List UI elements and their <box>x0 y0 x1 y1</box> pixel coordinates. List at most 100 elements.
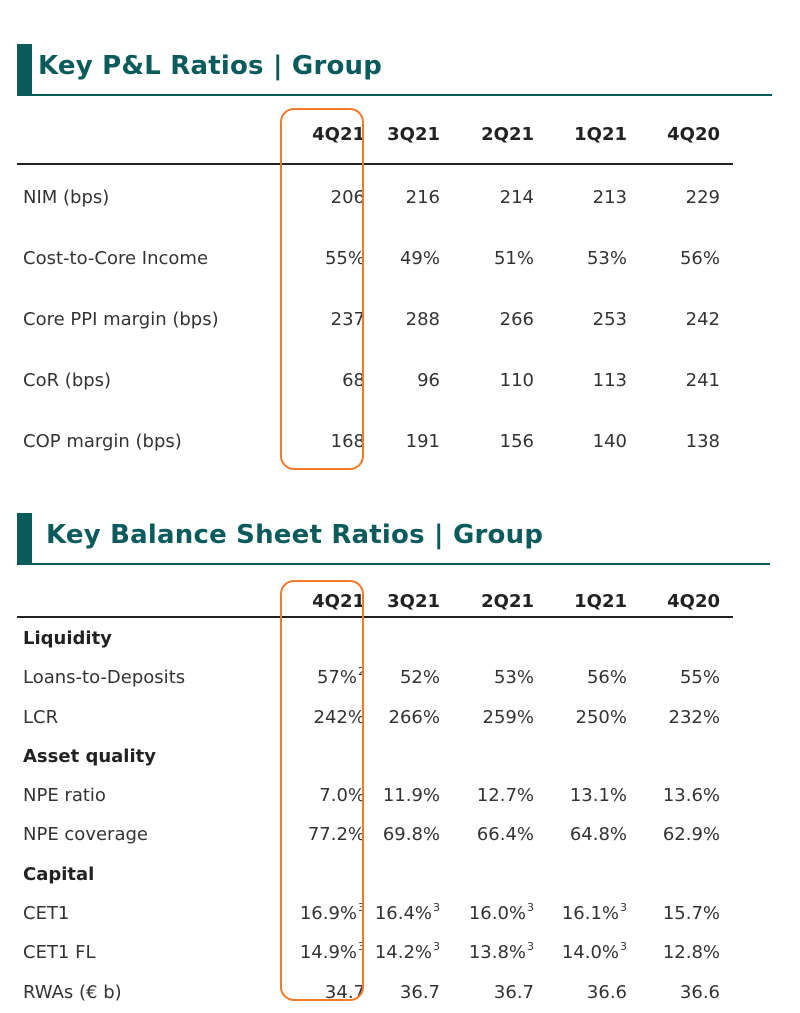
cell-value: 16.1%3 <box>561 901 627 925</box>
footnote-marker: 2 <box>358 665 365 679</box>
section-accent-bar <box>17 513 32 565</box>
row-label: NPE ratio <box>23 785 106 807</box>
cell-value: 138 <box>685 431 720 452</box>
table-row: Core PPI margin (bps) 237 288 266 253 24… <box>17 287 733 348</box>
table-header-row: 4Q21 3Q21 2Q21 1Q21 4Q20 <box>17 112 733 165</box>
row-label: COP margin (bps) <box>23 431 182 452</box>
cell-number: 14.9% <box>299 942 357 964</box>
cell-value: 140 <box>592 431 627 452</box>
cell-number: 11.9% <box>382 785 440 807</box>
cell-number: 13.6% <box>662 785 720 807</box>
row-label: NIM (bps) <box>23 187 110 208</box>
row-label: Cost-to-Core Income <box>23 248 209 269</box>
column-header-4q21: 4Q21 <box>312 591 365 612</box>
footnote-marker: 3 <box>433 901 440 915</box>
table-row: RWAs (€ b) 34.7 36.7 36.7 36.6 36.6 <box>17 972 733 1011</box>
cell-value: 49% <box>399 248 440 269</box>
table-row: CET1 16.9%3 16.4%3 16.0%3 16.1%3 15.7% <box>17 893 733 932</box>
cell-number: 7.0% <box>319 785 365 807</box>
current-quarter-highlight <box>280 108 364 470</box>
table-header-row: 4Q21 3Q21 2Q21 1Q21 4Q20 <box>17 580 733 618</box>
column-header-2q21: 2Q21 <box>481 124 534 145</box>
cell-value: 11.9% <box>383 785 440 806</box>
current-quarter-highlight <box>280 580 364 1001</box>
cell-value: 241 <box>685 370 720 391</box>
footnote-marker: 3 <box>527 940 534 954</box>
table-row: Loans-to-Deposits 57%2 52% 53% 56% 55% <box>17 657 733 696</box>
cell-value: 13.8%3 <box>468 940 534 964</box>
cell-number: 259% <box>482 706 534 728</box>
cell-number: 16.0% <box>468 903 526 925</box>
cell-number: 53% <box>493 667 534 689</box>
section-underline <box>32 563 770 565</box>
cell-value: 13.6% <box>663 785 720 806</box>
cell-number: 66.4% <box>476 824 534 846</box>
cell-value: 96 <box>417 370 440 391</box>
table-row: CET1 FL 14.9%3 14.2%3 13.8%3 14.0%3 12.8% <box>17 932 733 971</box>
column-header-4q21: 4Q21 <box>312 124 365 145</box>
section-accent-bar <box>17 44 32 96</box>
cell-number: 36.6 <box>586 981 627 1003</box>
cell-value: 216 <box>405 187 440 208</box>
cell-number: 77.2% <box>307 824 365 846</box>
cell-value: 214 <box>499 187 534 208</box>
cell-value: 253 <box>592 309 627 330</box>
cell-number: 16.1% <box>561 903 619 925</box>
row-label: CET1 FL <box>23 942 96 964</box>
column-header-3q21: 3Q21 <box>387 591 440 612</box>
cell-number: 55% <box>679 667 720 689</box>
footnote-marker: 3 <box>433 940 440 954</box>
cell-value: 56% <box>587 667 627 688</box>
cell-value: 242% <box>314 707 365 728</box>
column-header-4q20: 4Q20 <box>667 124 720 145</box>
table-row: Cost-to-Core Income 55% 49% 51% 53% 56% <box>17 226 733 287</box>
cell-number: 12.7% <box>476 785 534 807</box>
cell-value: 156 <box>499 431 534 452</box>
cell-value: 55% <box>680 667 720 688</box>
cell-number: 52% <box>399 667 440 689</box>
cell-value: 14.0%3 <box>562 940 627 963</box>
table-row: NIM (bps) 206 216 214 213 229 <box>17 165 733 226</box>
cell-value: 14.9%3 <box>299 940 365 964</box>
cell-value: 69.8% <box>383 824 440 845</box>
cell-number: 16.4% <box>374 903 432 925</box>
cell-value: 14.2%3 <box>374 940 440 964</box>
row-label: LCR <box>23 706 59 728</box>
cell-number: 16.9% <box>299 903 357 925</box>
cell-value: 36.7 <box>400 982 440 1003</box>
header-divider <box>17 616 733 618</box>
column-header-1q21: 1Q21 <box>574 591 627 612</box>
cell-number: 57% <box>316 667 357 689</box>
column-header-3q21: 3Q21 <box>387 124 440 145</box>
header-divider <box>17 163 733 165</box>
cell-value: 7.0% <box>319 785 365 806</box>
cell-value: 55% <box>324 248 365 269</box>
cell-number: 266% <box>388 706 440 728</box>
cell-value: 16.0%3 <box>468 901 534 925</box>
cell-value: 288 <box>405 309 440 330</box>
pl-ratios-table: 4Q21 3Q21 2Q21 1Q21 4Q20 NIM (bps) 206 2… <box>17 112 733 470</box>
cell-value: 36.7 <box>494 982 534 1003</box>
row-label: CoR (bps) <box>23 370 112 391</box>
group-row-asset-quality: Asset quality <box>17 736 733 775</box>
cell-value: 250% <box>576 707 627 728</box>
cell-value: 229 <box>685 187 720 208</box>
row-label: RWAs (€ b) <box>23 981 122 1003</box>
cell-number: 62.9% <box>662 824 720 846</box>
table-row: NPE coverage 77.2% 69.8% 66.4% 64.8% 62.9% <box>17 814 733 853</box>
cell-value: 15.7% <box>663 903 720 924</box>
cell-value: 266% <box>389 707 440 728</box>
cell-value: 266 <box>499 309 534 330</box>
cell-value: 259% <box>483 707 534 728</box>
cell-value: 13.1% <box>570 785 627 806</box>
bs-ratios-table: 4Q21 3Q21 2Q21 1Q21 4Q20 Liquidity Loans… <box>17 580 733 1011</box>
row-label: CET1 <box>23 903 70 925</box>
cell-value: 12.7% <box>477 785 534 806</box>
cell-value: 206 <box>330 187 365 208</box>
row-label: Core PPI margin (bps) <box>23 309 219 330</box>
cell-number: 14.2% <box>374 942 432 964</box>
cell-value: 168 <box>330 431 365 452</box>
cell-number: 13.8% <box>468 942 526 964</box>
cell-value: 52% <box>400 667 440 688</box>
cell-value: 66.4% <box>477 824 534 845</box>
